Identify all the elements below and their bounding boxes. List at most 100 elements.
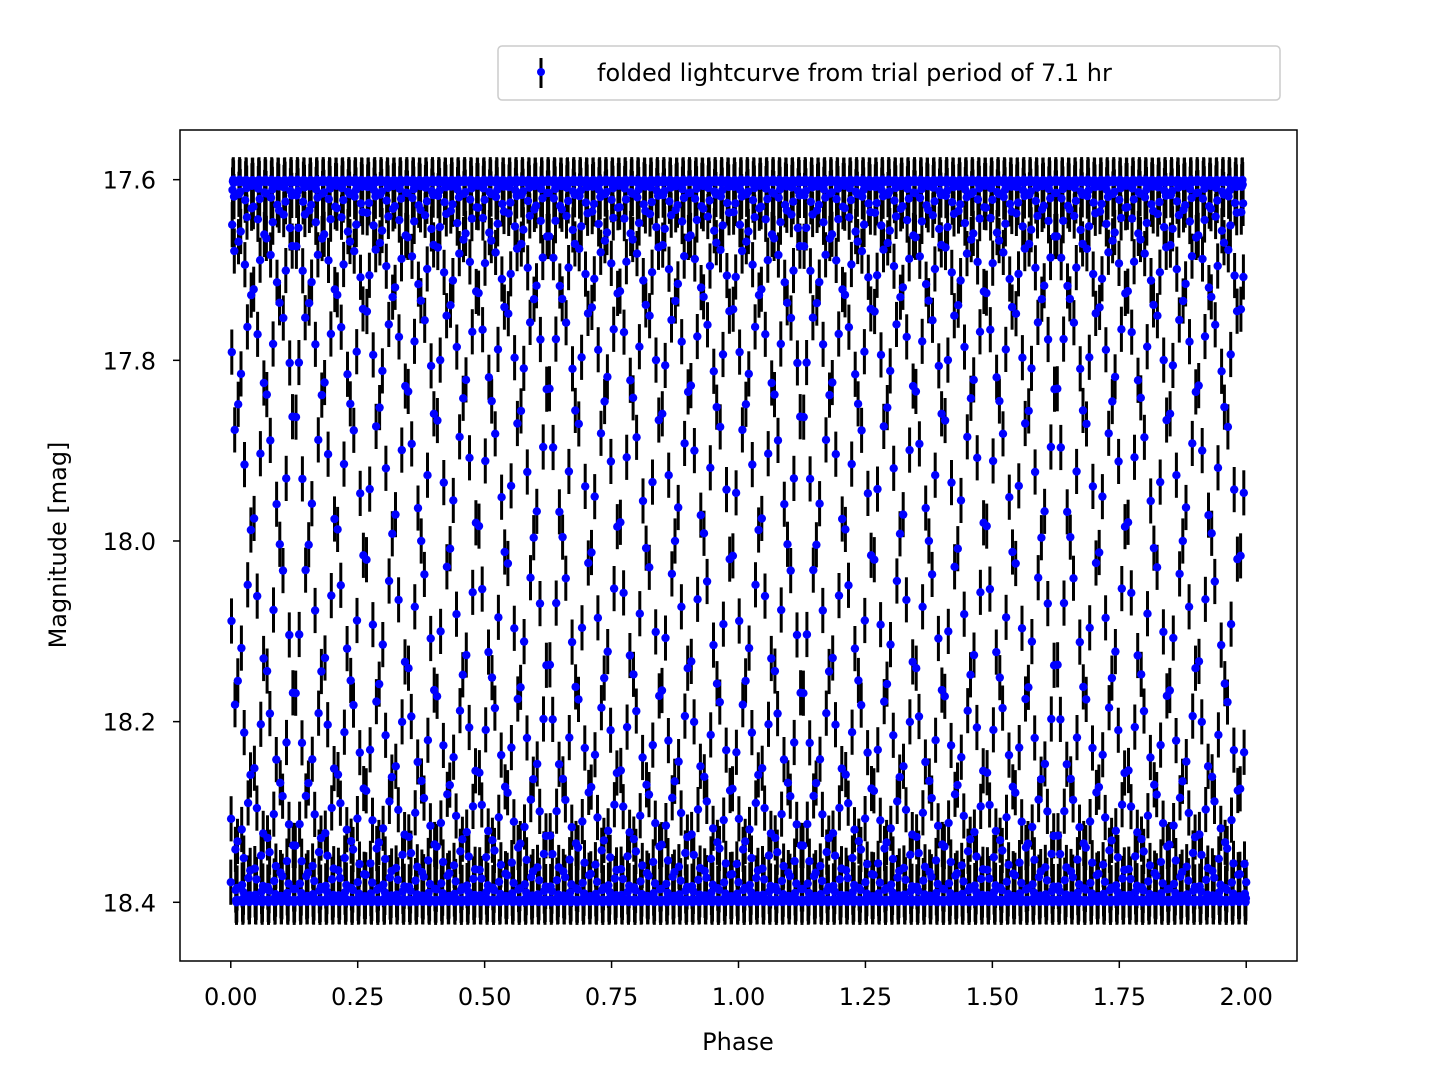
data-point [762, 179, 772, 188]
data-point [1062, 863, 1071, 872]
data-point [300, 183, 309, 192]
data-point [449, 753, 458, 762]
data-point [329, 890, 338, 900]
data-point [266, 436, 275, 445]
data-point [864, 273, 873, 282]
data-point [836, 890, 846, 900]
data-point [364, 180, 373, 189]
data-point [259, 654, 268, 663]
data-point [1214, 730, 1223, 740]
data-point [1156, 857, 1166, 867]
data-point [525, 211, 534, 221]
data-point [417, 536, 426, 546]
data-point [1090, 176, 1099, 185]
data-point [349, 426, 358, 435]
data-point [345, 178, 354, 187]
data-point [1181, 503, 1191, 512]
data-point [710, 226, 719, 235]
data-point [1242, 878, 1251, 887]
data-point [455, 249, 464, 258]
data-point [783, 298, 792, 307]
data-point [1104, 703, 1114, 712]
data-point [751, 580, 760, 589]
data-point [708, 824, 718, 833]
data-point [731, 272, 740, 282]
data-point [865, 176, 874, 185]
data-point [1110, 372, 1120, 382]
data-point [747, 888, 756, 897]
data-point [963, 432, 972, 442]
data-point [1143, 811, 1153, 820]
data-point [1042, 876, 1052, 885]
data-point [547, 887, 557, 896]
data-point [541, 895, 550, 904]
data-point [731, 199, 740, 208]
data-point [622, 257, 631, 266]
data-point [956, 276, 965, 285]
data-point [583, 182, 592, 192]
data-point [521, 896, 531, 906]
data-point [1033, 318, 1043, 327]
data-point [252, 875, 261, 884]
data-point [776, 339, 785, 349]
data-point [1135, 177, 1145, 187]
data-point [605, 896, 614, 905]
data-point [767, 654, 776, 663]
data-point [522, 888, 531, 897]
data-point [458, 835, 467, 844]
data-point [519, 225, 528, 234]
data-point [234, 400, 243, 409]
data-point [589, 199, 599, 209]
data-point [230, 425, 239, 435]
data-point [274, 206, 284, 215]
data-point [779, 861, 788, 871]
data-point [883, 403, 892, 412]
data-point [446, 301, 455, 310]
data-point [551, 216, 560, 225]
data-point [535, 807, 544, 816]
data-point [950, 562, 959, 571]
data-point [261, 189, 271, 198]
data-point [732, 748, 741, 757]
data-point [639, 200, 648, 209]
data-point [718, 221, 727, 230]
data-point [573, 896, 582, 905]
data-point [564, 196, 573, 206]
data-point [262, 234, 271, 243]
data-point [462, 650, 471, 660]
data-point [348, 845, 358, 854]
data-point [411, 876, 420, 885]
data-point [769, 234, 779, 243]
data-point [1181, 279, 1190, 289]
data-point [881, 895, 891, 904]
data-point [715, 697, 724, 707]
data-point [482, 887, 491, 897]
data-point [242, 213, 252, 222]
data-point [713, 838, 722, 847]
data-point [1211, 320, 1220, 329]
data-point [603, 826, 613, 835]
data-point [1144, 877, 1153, 886]
data-point [1212, 179, 1222, 189]
data-point [490, 703, 500, 713]
data-point [988, 195, 997, 204]
data-point [1149, 206, 1158, 216]
data-point [1180, 180, 1190, 190]
data-point [1162, 415, 1171, 425]
data-point [795, 191, 804, 200]
data-point [259, 378, 269, 388]
data-point [830, 851, 840, 860]
data-point [944, 818, 953, 828]
data-point [533, 759, 542, 769]
data-point [496, 897, 505, 906]
data-point [767, 378, 776, 388]
data-point [840, 181, 849, 190]
data-point [1118, 874, 1127, 883]
data-point [861, 878, 870, 887]
data-point [227, 616, 236, 626]
data-point [692, 176, 701, 186]
data-point [1169, 821, 1178, 830]
data-point [1172, 197, 1182, 206]
data-point [1040, 759, 1050, 769]
data-point [950, 311, 959, 320]
